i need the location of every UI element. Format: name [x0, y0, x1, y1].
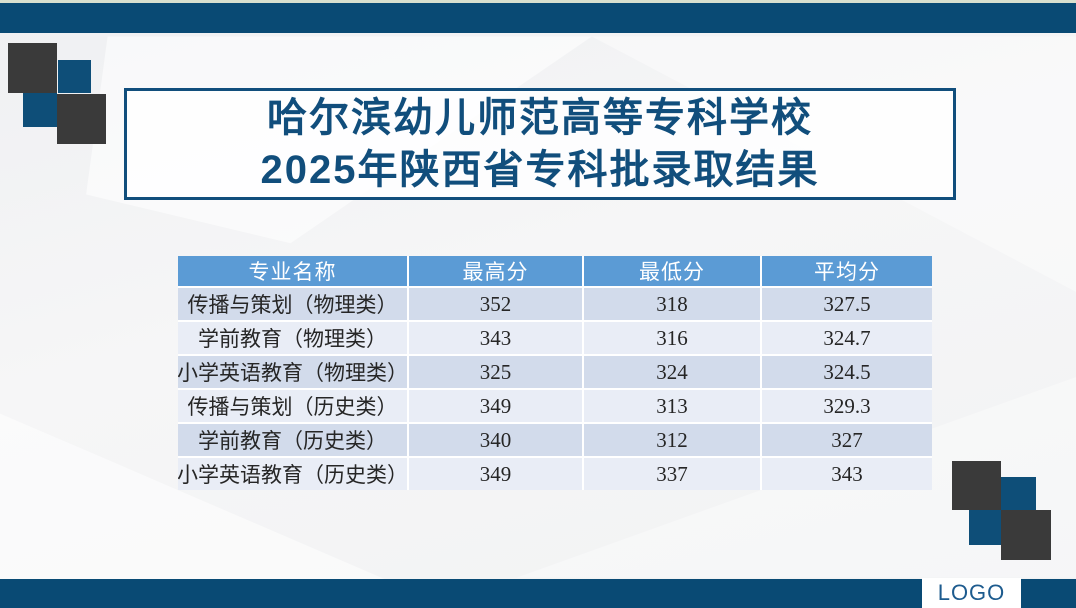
- decor-square-dark: [57, 94, 106, 144]
- table-cell-major: 小学英语教育（物理类）: [178, 356, 407, 388]
- title-box: 哈尔滨幼儿师范高等专科学校 2025年陕西省专科批录取结果: [124, 88, 956, 200]
- table-cell-min: 337: [584, 458, 760, 490]
- decor-square-blue: [23, 93, 57, 127]
- decor-square-dark: [1001, 510, 1051, 560]
- table-cell-avg: 327: [762, 424, 932, 456]
- table-cell-avg: 327.5: [762, 288, 932, 320]
- table-cell-major: 传播与策划（物理类）: [178, 288, 407, 320]
- table-cell-avg: 329.3: [762, 390, 932, 422]
- table-cell-major: 小学英语教育（历史类）: [178, 458, 407, 490]
- table-cell-avg: 324.5: [762, 356, 932, 388]
- logo-box: LOGO: [922, 578, 1021, 608]
- table-cell-avg: 324.7: [762, 322, 932, 354]
- table-cell-min: 318: [584, 288, 760, 320]
- table-cell-max: 340: [409, 424, 582, 456]
- slide-title-line1: 哈尔滨幼儿师范高等专科学校: [267, 96, 813, 140]
- table-cell-major: 传播与策划（历史类）: [178, 390, 407, 422]
- slide-title-line2: 2025年陕西省专科批录取结果: [260, 148, 820, 192]
- table-cell-min: 324: [584, 356, 760, 388]
- top-bar: [0, 3, 1076, 33]
- table-cell-max: 349: [409, 390, 582, 422]
- table-cell-min: 316: [584, 322, 760, 354]
- decor-square-blue: [969, 510, 1001, 545]
- table-cell-max: 343: [409, 322, 582, 354]
- column-header-max: 最高分: [409, 256, 582, 286]
- decor-square-blue: [1001, 477, 1036, 510]
- column-header-avg: 平均分: [762, 256, 932, 286]
- table-cell-max: 352: [409, 288, 582, 320]
- column-header-min: 最低分: [584, 256, 760, 286]
- table-cell-min: 313: [584, 390, 760, 422]
- logo-text: LOGO: [937, 580, 1006, 605]
- table-cell-major: 学前教育（历史类）: [178, 424, 407, 456]
- bottom-bar: [0, 579, 1076, 608]
- top-accent-strip: [0, 0, 1076, 3]
- decor-square-blue: [58, 60, 91, 93]
- decor-square-dark: [952, 461, 1001, 510]
- table-cell-min: 312: [584, 424, 760, 456]
- table-cell-max: 349: [409, 458, 582, 490]
- decor-square-dark: [8, 43, 57, 93]
- table-cell-max: 325: [409, 356, 582, 388]
- admission-results-table: 专业名称 最高分 最低分 平均分 传播与策划（物理类） 352 318 327.…: [178, 256, 932, 490]
- column-header-major: 专业名称: [178, 256, 407, 286]
- table-cell-major: 学前教育（物理类）: [178, 322, 407, 354]
- table-cell-avg: 343: [762, 458, 932, 490]
